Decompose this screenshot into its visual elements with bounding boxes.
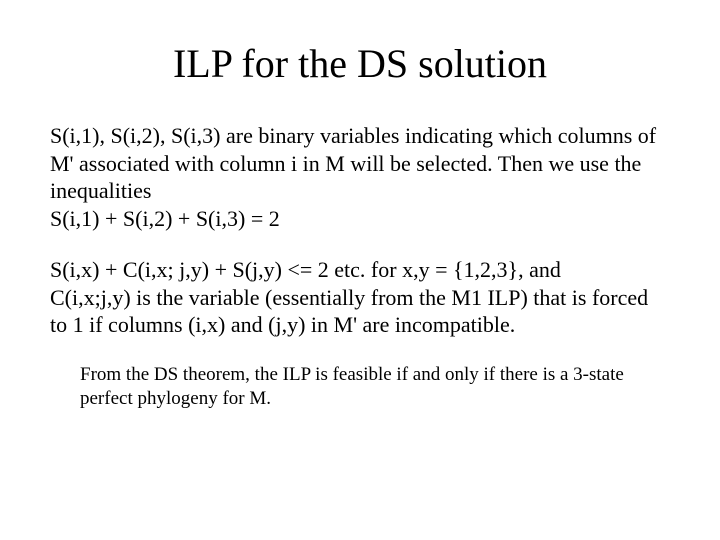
slide-container: ILP for the DS solution S(i,1), S(i,2), … [0, 0, 720, 540]
inequality-constraint: S(i,x) + C(i,x; j,y) + S(j,y) <= 2 etc. … [50, 257, 561, 282]
equality-constraint: S(i,1) + S(i,2) + S(i,3) = 2 [50, 206, 280, 231]
slide-title: ILP for the DS solution [50, 40, 670, 87]
variable-explanation: C(i,x;j,y) is the variable (essentially … [50, 285, 648, 338]
definitions-text: S(i,1), S(i,2), S(i,3) are binary variab… [50, 123, 656, 203]
theorem-note: From the DS theorem, the ILP is feasible… [80, 363, 640, 412]
paragraph-definitions: S(i,1), S(i,2), S(i,3) are binary variab… [50, 122, 670, 232]
paragraph-inequalities: S(i,x) + C(i,x; j,y) + S(j,y) <= 2 etc. … [50, 256, 670, 339]
